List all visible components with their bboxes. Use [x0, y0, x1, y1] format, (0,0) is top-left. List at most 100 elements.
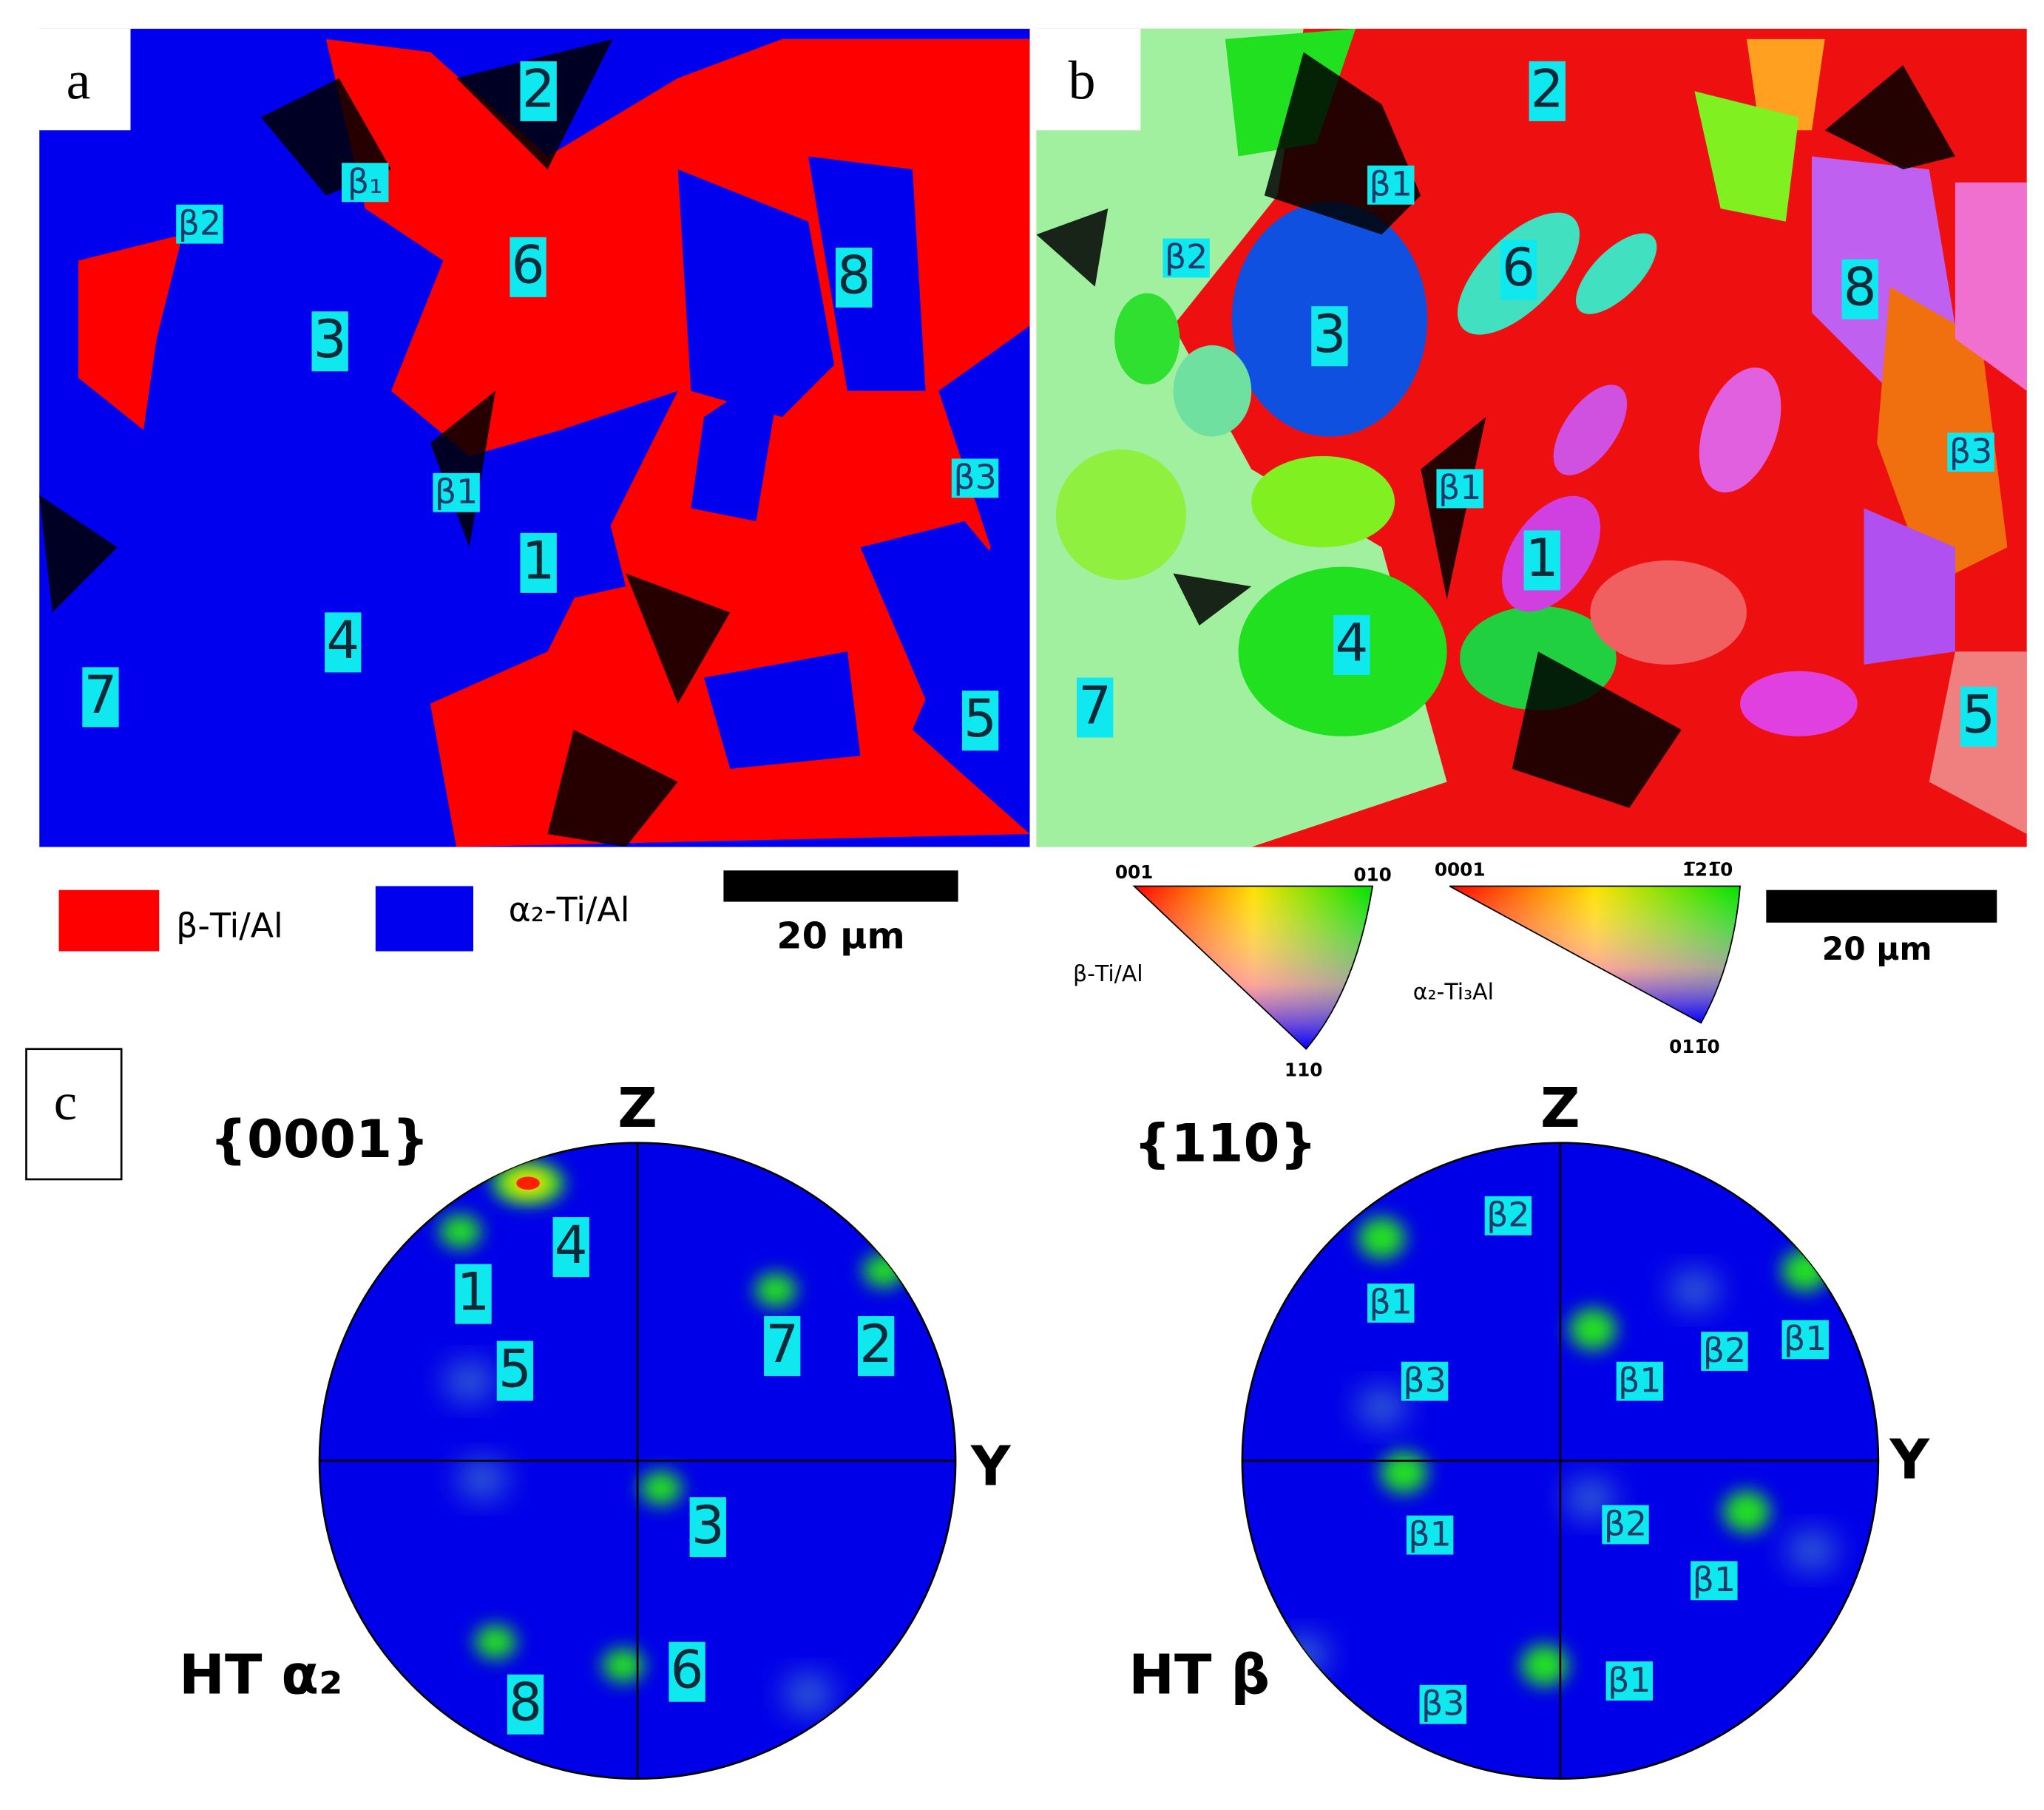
grain-label: β1	[1370, 1282, 1412, 1322]
grain-label: 5	[1962, 685, 1995, 745]
grain	[1553, 384, 1628, 475]
axis-label: Y	[1889, 1428, 1930, 1492]
grain-label: 2	[1531, 59, 1564, 120]
label-bg	[669, 1641, 705, 1702]
label-bg	[520, 61, 557, 121]
label-box	[25, 1048, 123, 1181]
grain-label: 3	[1313, 304, 1347, 365]
label-bg	[1500, 240, 1537, 300]
alpha-region	[677, 169, 835, 417]
label-bg	[1333, 614, 1370, 675]
label-bg	[1616, 1361, 1664, 1401]
label-bg	[82, 667, 119, 728]
grain-label: β2	[178, 203, 221, 243]
label-bg	[1163, 238, 1210, 278]
pole-figure: {0001} Z Y HT α₂	[179, 1077, 1012, 1780]
label-bg	[1841, 259, 1878, 319]
label-bg	[0, 28, 131, 131]
label-bg	[1367, 1283, 1415, 1323]
grain	[1877, 286, 2008, 587]
grain	[1864, 508, 1955, 665]
label-bg	[1781, 1320, 1829, 1360]
grain-label: 7	[765, 1314, 799, 1375]
label-bg	[961, 691, 999, 751]
grain-label: β1	[1618, 1360, 1661, 1400]
label-bg	[1691, 1561, 1738, 1601]
label-bg	[1484, 1196, 1532, 1236]
label-bg	[433, 472, 480, 512]
orientation-map	[1036, 28, 2027, 847]
grain	[1114, 293, 1180, 384]
label-bg	[764, 1316, 801, 1377]
pole-spot	[602, 1648, 644, 1683]
label-bg	[1077, 677, 1114, 738]
grain-label: β2	[1604, 1503, 1647, 1543]
grain-label: 4	[555, 1215, 588, 1275]
grain	[1575, 233, 1657, 314]
label-bg	[1036, 28, 1141, 131]
label-bg	[325, 612, 362, 673]
label-bg	[311, 311, 348, 372]
grain	[1699, 367, 1781, 493]
grain-label: 3	[314, 309, 347, 370]
grain-label: β1	[435, 471, 478, 511]
key-corner: 010	[1353, 864, 1391, 885]
grain	[1740, 671, 1858, 736]
grain-label: β2	[1165, 237, 1208, 277]
grain	[1055, 450, 1187, 580]
phase-label: HT β	[1128, 1643, 1270, 1706]
grain-label: β1	[1370, 164, 1412, 204]
grain	[1173, 345, 1252, 437]
panel-label: c	[54, 1074, 77, 1131]
grain-label: 2	[522, 59, 555, 120]
intensity	[439, 1162, 905, 1712]
grain	[1694, 91, 1799, 222]
label-bg	[951, 458, 999, 498]
pole-spot	[1569, 1308, 1617, 1350]
label-bg	[1960, 686, 1997, 747]
label-bg	[496, 1340, 534, 1401]
label-bg	[1367, 165, 1415, 205]
grain-label: β1	[1438, 467, 1481, 507]
grain-label: β3	[953, 457, 996, 497]
pole-spot	[474, 1624, 517, 1659]
pole-spot	[1279, 1636, 1327, 1673]
label-bg	[520, 532, 557, 593]
axis-label: Z	[617, 1077, 657, 1140]
beta-region	[78, 234, 183, 430]
ipf-key	[1449, 885, 1742, 1024]
grain-label: 7	[1078, 675, 1111, 736]
unindexed	[1036, 52, 1955, 808]
label-bg	[689, 1497, 726, 1558]
label-bg	[507, 1674, 544, 1735]
label-bg	[176, 204, 223, 244]
key-corner: 110	[1285, 1060, 1322, 1081]
grain-label: 1	[522, 531, 555, 592]
grain	[1225, 28, 1356, 157]
legend-label: β-Ti/Al	[176, 905, 283, 945]
grain	[1590, 560, 1747, 665]
label-bg	[342, 163, 389, 203]
grain-label: β3	[1421, 1684, 1464, 1723]
grain-label: β3	[1403, 1360, 1446, 1400]
intensity	[1279, 1217, 1835, 1687]
grain-label: β2	[1703, 1330, 1746, 1370]
key-corner: 0001	[1435, 858, 1486, 880]
pole-spot	[640, 1471, 683, 1505]
pole-spot	[446, 1363, 493, 1400]
pole-spot	[785, 1675, 832, 1712]
pole-figure: {110} Z Y HT β	[1128, 1077, 1930, 1780]
grain-label: 6	[1502, 237, 1535, 298]
grain-label: 2	[859, 1314, 893, 1375]
label-bg	[1401, 1361, 1449, 1401]
phase-label: HT α₂	[179, 1643, 342, 1706]
label-bg	[552, 1217, 589, 1278]
grain-label: β1	[1608, 1660, 1651, 1700]
scale-bar	[1766, 889, 1997, 923]
label-bg	[835, 247, 873, 308]
label-bg	[857, 1316, 895, 1377]
key-corner: 1̅21̅0	[1682, 858, 1733, 880]
label-bg	[1406, 1515, 1454, 1555]
